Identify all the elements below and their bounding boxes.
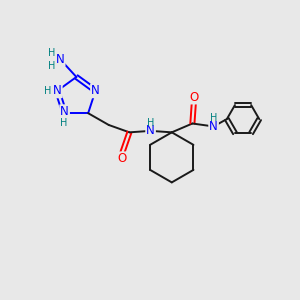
Text: O: O xyxy=(117,152,127,165)
Text: O: O xyxy=(189,91,199,103)
Text: H: H xyxy=(211,113,218,123)
Text: H: H xyxy=(60,118,68,128)
Text: N: N xyxy=(146,124,155,137)
Text: N: N xyxy=(56,53,64,66)
Text: H: H xyxy=(44,86,52,96)
Text: N: N xyxy=(91,84,100,97)
Text: N: N xyxy=(53,84,62,97)
Text: H: H xyxy=(48,48,55,58)
Text: N: N xyxy=(60,105,69,118)
Text: H: H xyxy=(148,118,155,128)
Text: N: N xyxy=(209,120,218,133)
Text: H: H xyxy=(48,61,55,71)
